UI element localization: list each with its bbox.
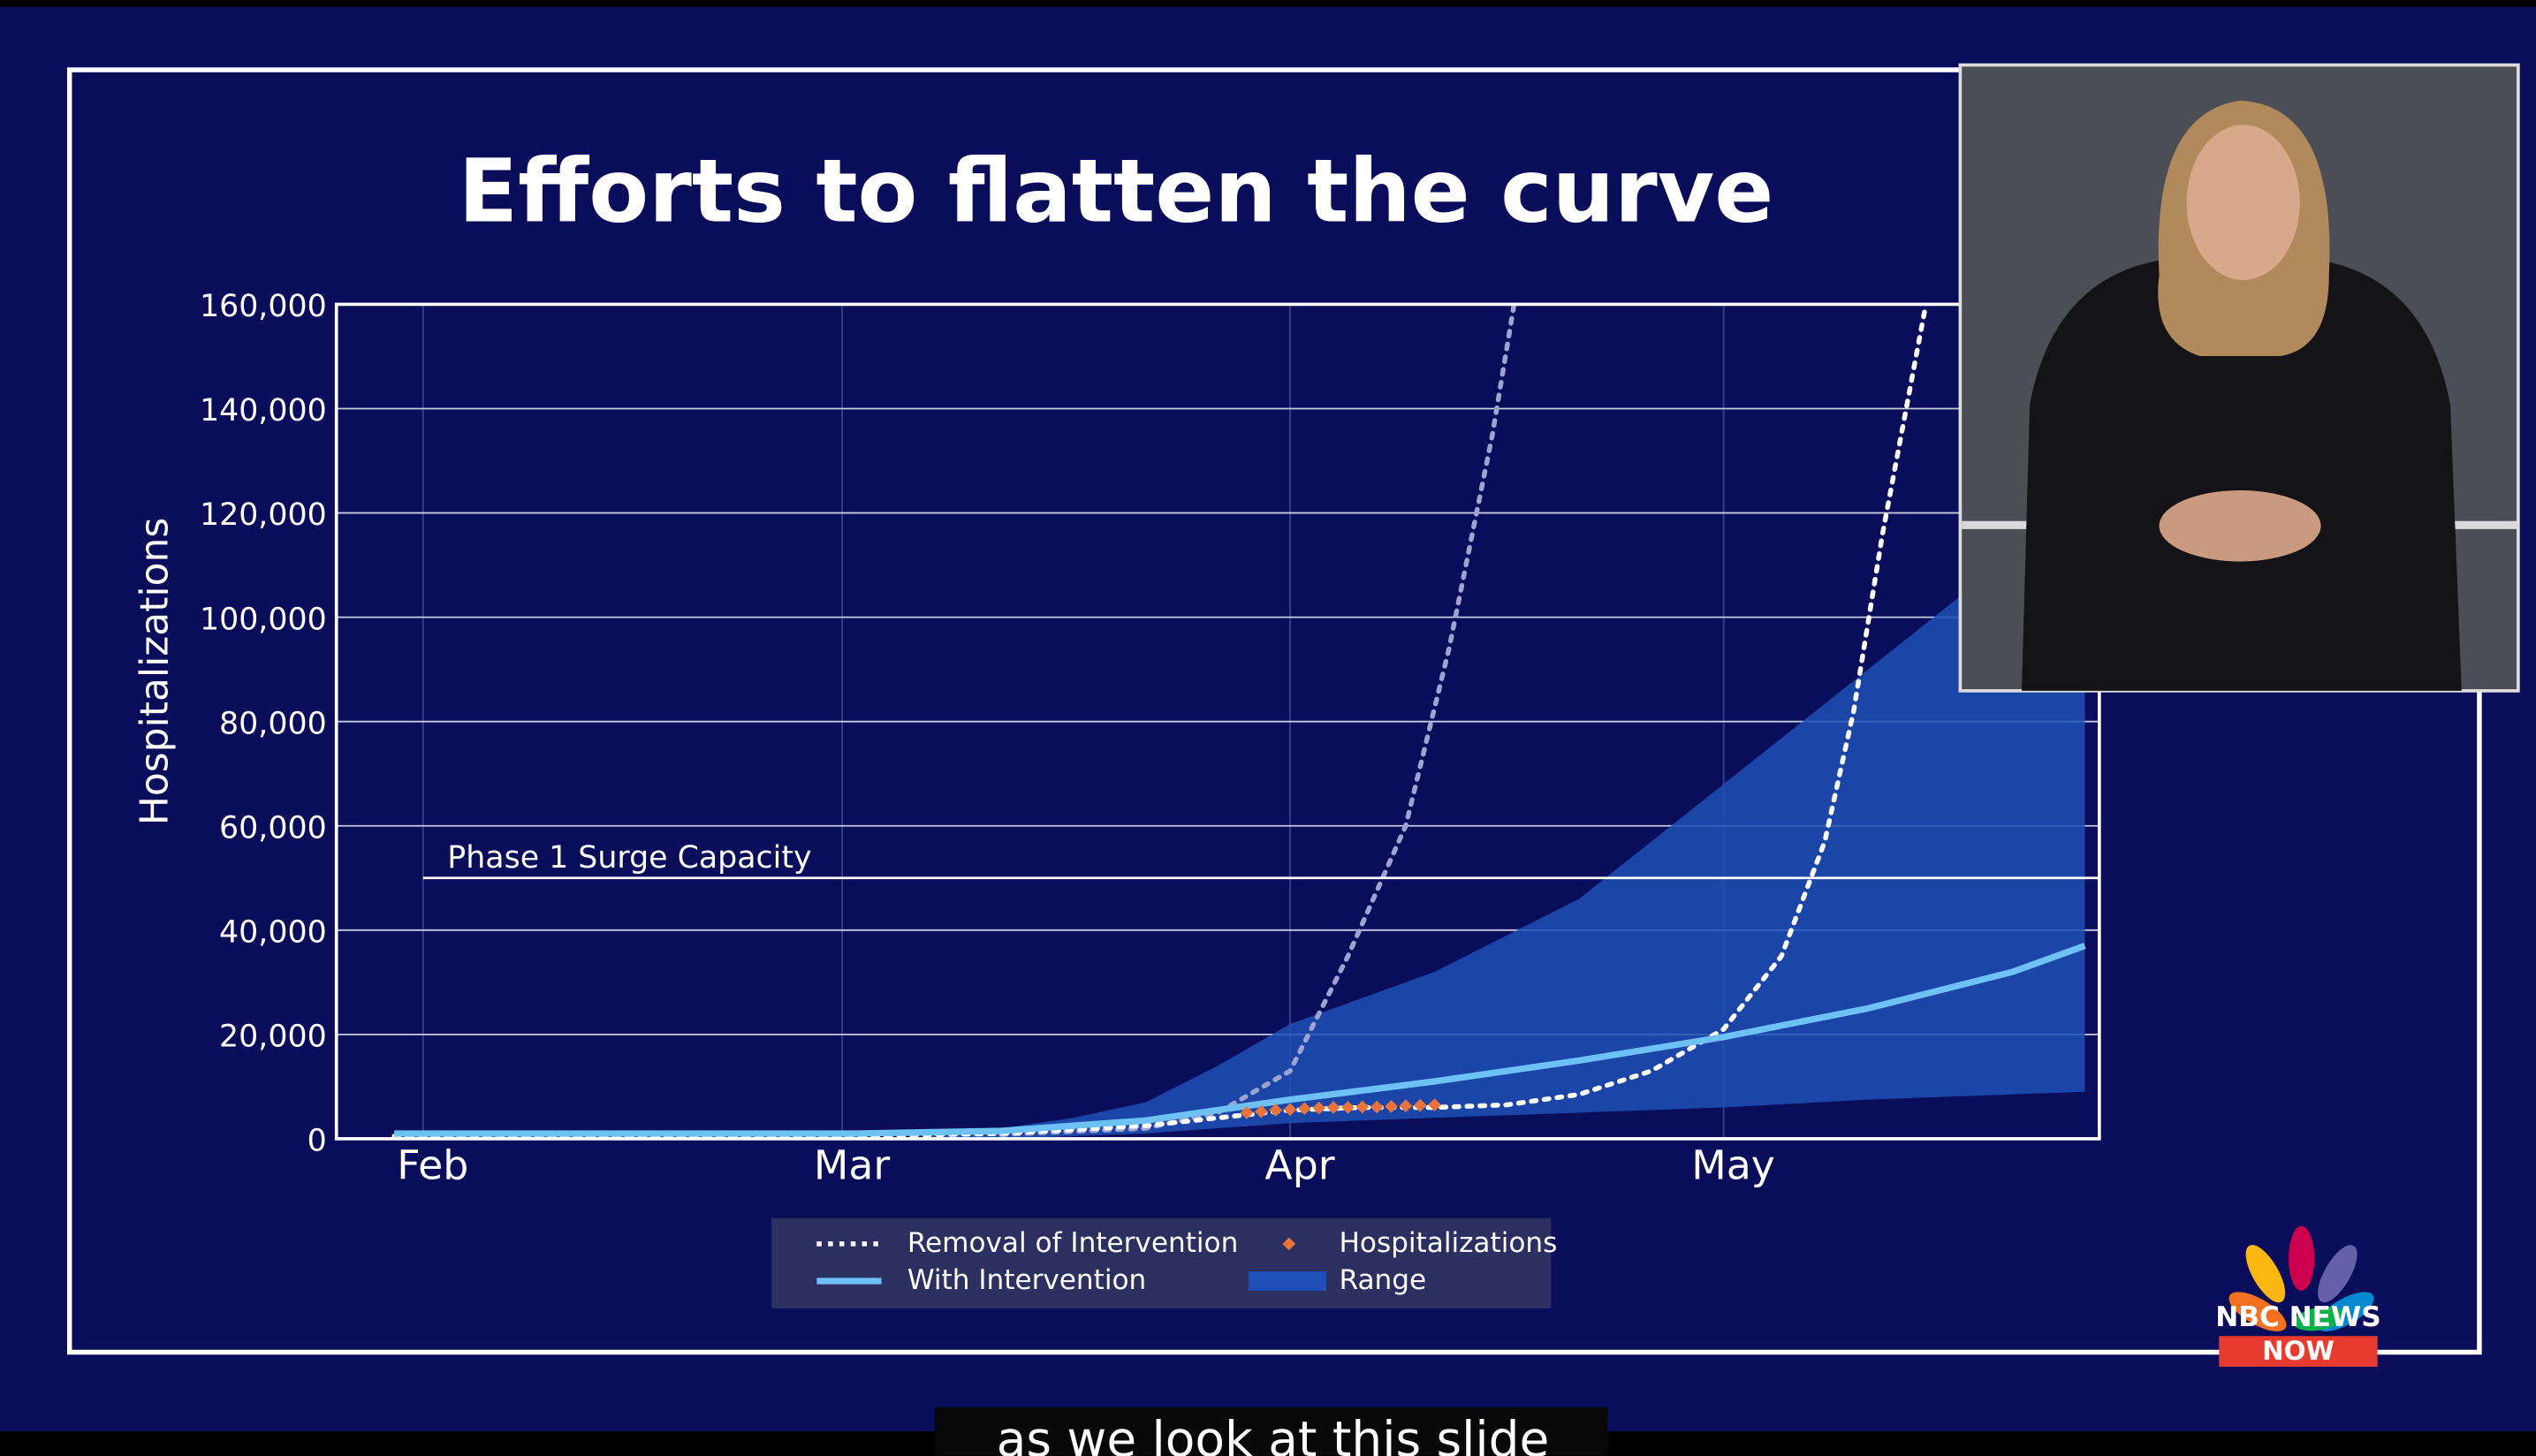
slide-frame — [66, 67, 2482, 1355]
y-axis-label: Hospitalizations — [133, 518, 178, 825]
logo-tag-bg — [2219, 1336, 2378, 1367]
y-tick-label: 160,000 — [200, 289, 327, 324]
x-tick-label: Mar — [814, 1141, 891, 1188]
petal — [2318, 1245, 2358, 1303]
legend: Removal of Intervention With Intervention… — [816, 1227, 1557, 1296]
series-line — [394, 943, 2086, 1137]
y-tick-label: 20,000 — [219, 1020, 327, 1055]
petal — [2293, 1307, 2345, 1331]
legend-label: Removal of Intervention — [907, 1227, 1238, 1259]
legend-box — [771, 1217, 1552, 1309]
y-tick-label: 0 — [308, 1124, 327, 1159]
caption: as we look at this slide — [997, 1411, 1550, 1456]
x-tick-label: Apr — [1264, 1141, 1334, 1188]
legend-label: With Intervention — [907, 1264, 1146, 1296]
y-tick-label: 100,000 — [200, 602, 327, 637]
x-tick-label: May — [1691, 1141, 1775, 1188]
data-point — [1370, 1100, 1384, 1114]
data-point — [1283, 1103, 1297, 1117]
y-tick-label: 120,000 — [200, 497, 327, 533]
surge-label: Phase 1 Surge Capacity — [447, 840, 811, 876]
y-tick-label: 80,000 — [219, 706, 327, 741]
video-inset — [1958, 63, 2520, 693]
legend-label: Hospitalizations — [1340, 1227, 1558, 1259]
data-point — [1326, 1101, 1340, 1114]
data-point — [1240, 1106, 1254, 1119]
chart-title: Efforts to flatten the curve — [459, 141, 1774, 243]
data-point — [1428, 1098, 1441, 1111]
y-tick-label: 40,000 — [219, 914, 327, 950]
data-point — [1385, 1099, 1398, 1113]
petal — [2288, 1225, 2315, 1291]
x-tick-label: Feb — [397, 1141, 468, 1188]
range-area — [929, 487, 2085, 1139]
legend-swatch — [1249, 1271, 1326, 1291]
data-point — [1254, 1104, 1268, 1119]
y-tick-label: 140,000 — [200, 393, 327, 428]
petal — [2228, 1292, 2287, 1331]
petal — [2245, 1245, 2286, 1303]
legend-label: Range — [1340, 1264, 1427, 1296]
data-point — [1341, 1101, 1355, 1114]
data-point — [1413, 1098, 1427, 1112]
logo-tag: NOW — [2262, 1336, 2335, 1366]
caption-box — [934, 1407, 1608, 1456]
person-hands — [2159, 489, 2321, 562]
data-point — [1312, 1101, 1326, 1115]
person-body — [2021, 259, 2462, 691]
data-point — [1355, 1100, 1370, 1114]
plot: Feb Mar Apr May 0 20,000 40,000 60,000 80,000 100… — [200, 289, 2101, 1188]
person-face — [2186, 125, 2300, 280]
nbc-logo: NBC NEWS NOW — [2215, 1225, 2381, 1367]
y-tick-label: 60,000 — [219, 810, 327, 846]
logo-name: NBC NEWS — [2215, 1301, 2380, 1333]
data-point — [1399, 1099, 1413, 1113]
plot-border — [334, 302, 2101, 1141]
